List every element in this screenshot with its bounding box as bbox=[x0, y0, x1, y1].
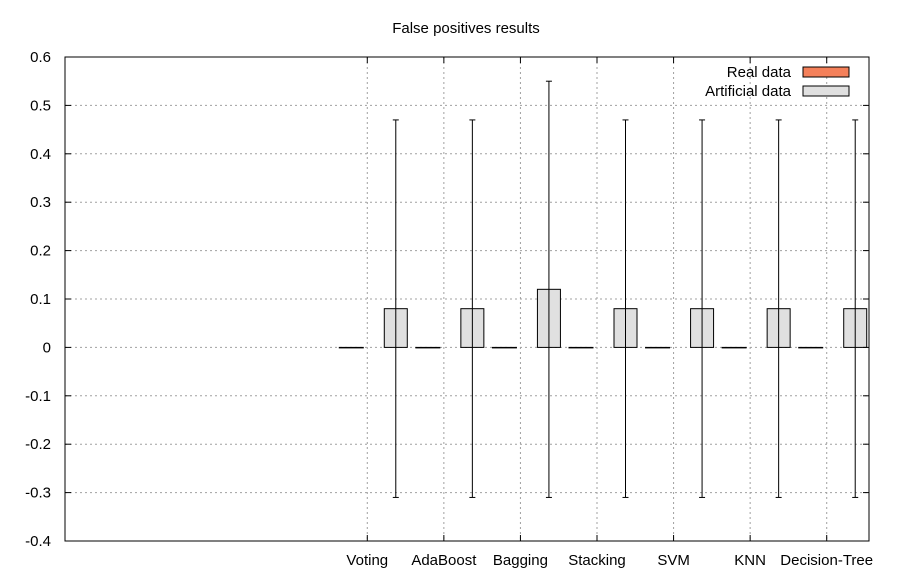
x-tick-label: AdaBoost bbox=[411, 552, 477, 569]
y-tick-label: 0.4 bbox=[30, 146, 51, 163]
y-tick-label: 0.3 bbox=[30, 194, 51, 211]
y-tick-label: 0.6 bbox=[30, 49, 51, 66]
legend-swatch bbox=[802, 66, 850, 78]
bar-real-data bbox=[645, 346, 671, 349]
x-tick-label: Voting bbox=[346, 552, 388, 569]
y-tick-label: -0.3 bbox=[25, 485, 51, 502]
legend-label: Real data bbox=[727, 64, 792, 81]
y-tick-label: 0 bbox=[43, 339, 51, 356]
error-bars-layer bbox=[392, 80, 859, 498]
y-tick-label: 0.5 bbox=[30, 97, 51, 114]
bar-real-data bbox=[568, 346, 594, 349]
bar-real-data bbox=[338, 346, 364, 349]
x-tick-label: Bagging bbox=[493, 552, 548, 569]
x-tick-label: Stacking bbox=[568, 552, 626, 569]
bars-layer bbox=[338, 288, 868, 349]
legend: Real data Artificial data bbox=[705, 64, 850, 100]
x-tick-label: SVM bbox=[657, 552, 690, 569]
x-tick-label: Decision-Tree bbox=[780, 552, 873, 569]
bar-real-data bbox=[491, 346, 517, 349]
y-tick-label: -0.1 bbox=[25, 388, 51, 405]
chart-title: False positives results bbox=[392, 20, 540, 37]
x-axis: Voting AdaBoost Bagging Stacking SVM KNN Decis… bbox=[346, 57, 873, 569]
legend-label: Artificial data bbox=[705, 83, 792, 100]
y-tick-label: 0.2 bbox=[30, 243, 51, 260]
grid-lines bbox=[65, 57, 869, 541]
bar-real-data bbox=[798, 346, 824, 349]
x-tick-label: KNN bbox=[734, 552, 766, 569]
bar-real-data bbox=[415, 346, 441, 349]
y-axis: -0.4 -0.3 -0.2 -0.1 0 0.1 0.2 0.3 0.4 0.5 0.6 bbox=[25, 49, 869, 550]
legend-swatch bbox=[802, 85, 850, 97]
y-tick-label: 0.1 bbox=[30, 291, 51, 308]
y-tick-label: -0.2 bbox=[25, 436, 51, 453]
bar-real-data bbox=[721, 346, 747, 349]
y-tick-label: -0.4 bbox=[25, 533, 51, 550]
